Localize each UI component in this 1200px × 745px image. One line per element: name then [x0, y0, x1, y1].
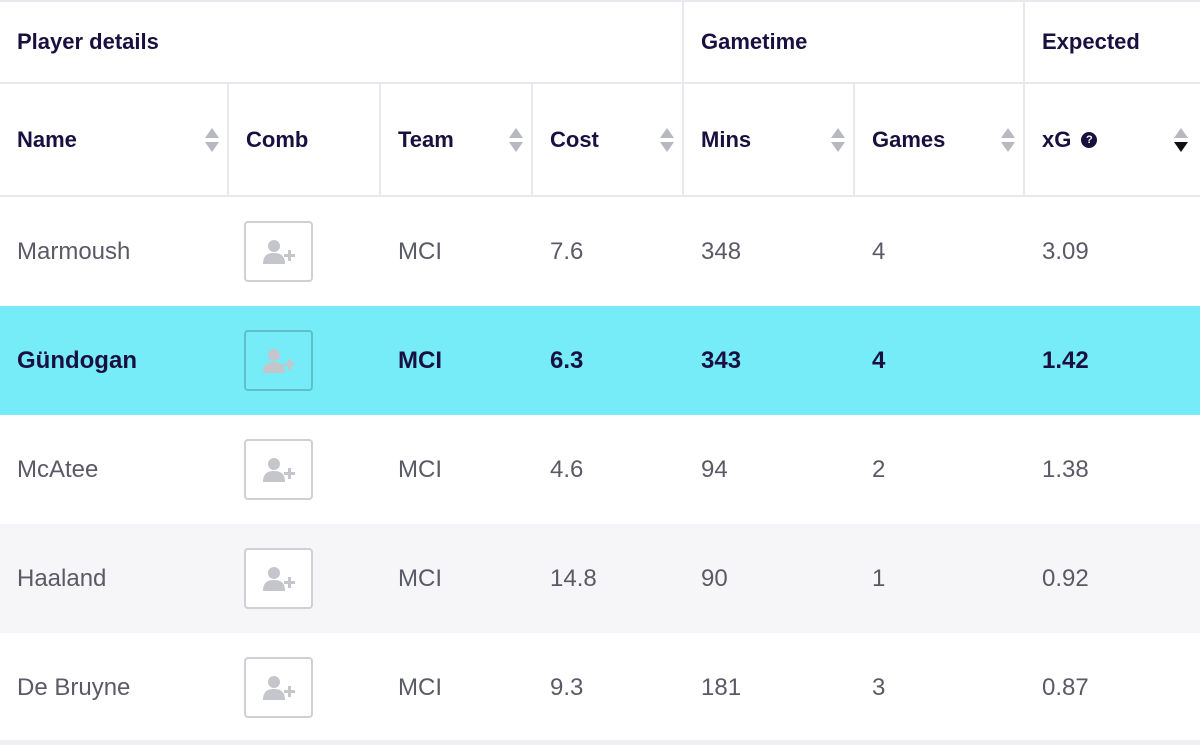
user-plus-icon	[262, 457, 295, 482]
add-player-button[interactable]	[244, 221, 313, 282]
sort-icon[interactable]	[1001, 127, 1015, 152]
column-label-name: Name	[17, 126, 77, 152]
player-mins: 181	[701, 673, 742, 701]
player-cost: 6.3	[550, 346, 584, 374]
player-name[interactable]: Marmoush	[17, 237, 131, 265]
sort-icon[interactable]	[831, 127, 845, 152]
player-cost: 14.8	[550, 564, 597, 592]
player-name[interactable]: De Bruyne	[17, 673, 131, 701]
player-team: MCI	[398, 673, 442, 701]
sort-icon[interactable]	[660, 127, 674, 152]
player-mins: 348	[701, 237, 742, 265]
player-cost: 7.6	[550, 237, 584, 265]
player-games: 2	[872, 455, 886, 483]
column-header-cost[interactable]: Cost	[533, 84, 684, 195]
player-xg: 0.92	[1042, 564, 1089, 592]
player-xg: 3.09	[1042, 237, 1089, 265]
column-header-comb: Comb	[229, 84, 381, 195]
table-row[interactable]: Haaland MCI 14.8 90 1 0.92	[0, 524, 1200, 633]
player-name[interactable]: Haaland	[17, 564, 107, 592]
player-name[interactable]: McAtee	[17, 455, 99, 483]
comb-cell	[229, 306, 381, 415]
sort-icon[interactable]	[205, 127, 219, 152]
table-row[interactable]: McAtee MCI 4.6 94 2 1.38	[0, 415, 1200, 524]
column-label-mins: Mins	[701, 126, 752, 152]
column-label-cost: Cost	[550, 126, 599, 152]
player-mins: 90	[701, 564, 728, 592]
column-header-games[interactable]: Games	[855, 84, 1025, 195]
player-team: MCI	[398, 346, 442, 374]
player-xg: 1.42	[1042, 346, 1089, 374]
user-plus-icon	[262, 239, 295, 264]
column-label-games: Games	[872, 126, 946, 152]
column-label-team: Team	[398, 126, 454, 152]
player-xg: 1.38	[1042, 455, 1089, 483]
table-row[interactable]: Marmoush MCI 7.6 348 4 3.09	[0, 197, 1200, 306]
user-plus-icon	[262, 566, 295, 591]
user-plus-icon	[262, 348, 295, 373]
sort-icon[interactable]	[509, 127, 523, 152]
table-row[interactable]: Gündogan MCI 6.3 343 4 1.42	[0, 306, 1200, 415]
player-games: 4	[872, 346, 886, 374]
column-label-xg: xG	[1042, 126, 1072, 152]
player-xg: 0.87	[1042, 673, 1089, 701]
add-player-button[interactable]	[244, 439, 313, 500]
player-team: MCI	[398, 564, 442, 592]
player-games: 1	[872, 564, 886, 592]
table-body: Marmoush MCI 7.6 348 4 3.09 Gündogan	[0, 197, 1200, 742]
comb-cell	[229, 197, 381, 306]
column-header-mins[interactable]: Mins	[684, 84, 855, 195]
column-header-team[interactable]: Team	[381, 84, 533, 195]
add-player-button[interactable]	[244, 657, 313, 718]
sort-icon-active[interactable]	[1174, 127, 1188, 152]
player-cost: 4.6	[550, 455, 584, 483]
column-header-name[interactable]: Name	[0, 84, 229, 195]
player-cost: 9.3	[550, 673, 584, 701]
group-player-details: Player details	[0, 2, 684, 82]
player-name[interactable]: Gündogan	[17, 346, 137, 374]
column-label-comb: Comb	[246, 126, 309, 152]
player-team: MCI	[398, 237, 442, 265]
group-gametime: Gametime	[684, 2, 1025, 82]
comb-cell	[229, 633, 381, 742]
user-plus-icon	[262, 675, 295, 700]
player-mins: 94	[701, 455, 728, 483]
comb-cell	[229, 524, 381, 633]
table-row[interactable]: De Bruyne MCI 9.3 181 3 0.87	[0, 633, 1200, 742]
group-header-row: Player details Gametime Expected	[0, 0, 1200, 84]
add-player-button[interactable]	[244, 548, 313, 609]
help-icon[interactable]: ?	[1081, 131, 1098, 148]
column-header-xg[interactable]: xG ?	[1025, 84, 1200, 195]
player-games: 4	[872, 237, 886, 265]
player-games: 3	[872, 673, 886, 701]
add-player-button[interactable]	[244, 330, 313, 391]
column-header-row: Name Comb Team Cost Mins Games xG ?	[0, 84, 1200, 197]
comb-cell	[229, 415, 381, 524]
player-mins: 343	[701, 346, 742, 374]
table-divider	[0, 740, 1200, 745]
player-team: MCI	[398, 455, 442, 483]
group-expected: Expected	[1042, 29, 1140, 54]
